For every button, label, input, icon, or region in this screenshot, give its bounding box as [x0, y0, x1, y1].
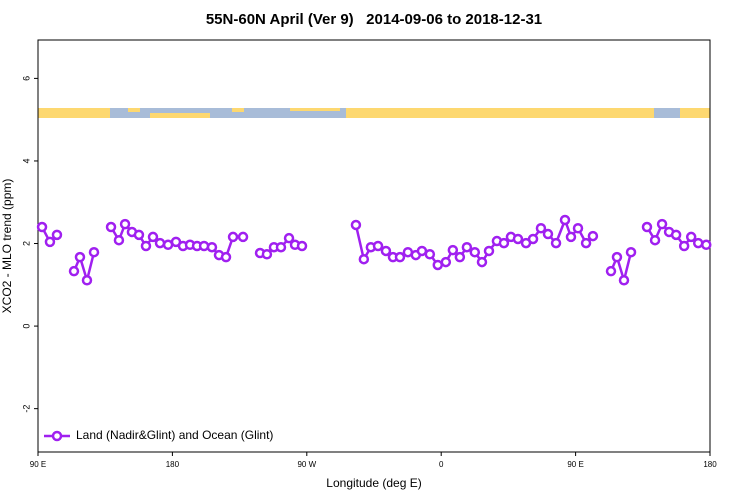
point-marker — [140, 240, 152, 252]
point-marker — [476, 256, 488, 268]
point-marker — [469, 246, 481, 258]
point-marker — [550, 237, 562, 249]
point-marker — [154, 237, 166, 249]
x-tick-label: 90 E — [567, 460, 583, 469]
point-marker — [535, 222, 547, 234]
point-marker — [283, 232, 295, 244]
point-marker — [394, 251, 406, 263]
point-marker — [432, 259, 444, 271]
point-marker — [527, 233, 539, 245]
point-marker — [81, 275, 93, 286]
map-strip — [38, 108, 710, 118]
point-marker — [105, 221, 117, 233]
point-marker — [296, 240, 308, 252]
point-marker — [440, 256, 452, 268]
point-marker — [454, 251, 466, 263]
x-tick-label: 90 E — [30, 460, 46, 469]
point-marker — [74, 251, 86, 263]
point-marker — [649, 234, 661, 246]
point-marker — [572, 222, 584, 234]
point-marker — [68, 265, 80, 277]
point-marker — [51, 229, 63, 241]
point-marker — [605, 265, 617, 277]
legend-label: Land (Nadir&Glint) and Ocean (Glint) — [76, 428, 273, 442]
point-marker — [580, 237, 592, 249]
point-marker — [618, 275, 630, 286]
point-marker — [587, 230, 599, 242]
point-marker — [227, 231, 239, 243]
chart-title: 55N-60N April (Ver 9) 2014-09-06 to 2018… — [206, 11, 542, 28]
point-marker — [261, 249, 273, 260]
legend-marker — [51, 430, 63, 442]
land-band — [346, 108, 366, 118]
point-marker — [113, 234, 125, 246]
point-marker — [678, 240, 690, 252]
point-marker — [498, 237, 510, 249]
point-marker — [88, 246, 100, 258]
point-marker — [133, 229, 145, 241]
point-marker — [701, 239, 712, 251]
point-marker — [611, 251, 623, 263]
point-marker — [424, 249, 436, 260]
land-band — [38, 108, 110, 118]
point-marker — [685, 231, 697, 243]
point-marker — [565, 231, 577, 243]
point-marker — [559, 214, 571, 226]
point-marker — [372, 240, 384, 252]
point-marker — [447, 244, 459, 256]
x-tick-label: 90 W — [297, 460, 316, 469]
land-band — [290, 108, 340, 111]
point-marker — [380, 245, 392, 257]
point-marker — [350, 219, 362, 231]
land-band — [232, 108, 244, 112]
point-marker — [44, 236, 56, 248]
point-marker — [119, 218, 131, 230]
point-marker — [206, 241, 218, 253]
point-marker — [220, 251, 232, 263]
point-marker — [641, 221, 653, 233]
point-marker — [461, 241, 473, 253]
land-band — [150, 113, 210, 118]
legend: Land (Nadir&Glint) and Ocean (Glint) — [44, 428, 273, 442]
x-tick-label: 0 — [439, 460, 444, 469]
point-marker — [275, 241, 287, 253]
y-tick-label: 2 — [21, 241, 31, 246]
point-marker — [198, 240, 210, 252]
y-tick-label: 4 — [21, 158, 31, 163]
x-axis-title: Longitude (deg E) — [326, 476, 421, 490]
point-marker — [542, 228, 554, 240]
point-marker — [147, 231, 159, 243]
point-marker — [512, 233, 524, 245]
x-tick-label: 180 — [166, 460, 180, 469]
point-marker — [670, 229, 682, 241]
point-marker — [656, 218, 668, 230]
point-marker — [358, 253, 370, 265]
point-marker — [483, 245, 495, 257]
land-band — [680, 108, 710, 118]
point-marker — [237, 231, 249, 243]
y-axis-title: XCO2 - MLO trend (ppm) — [0, 179, 14, 314]
land-band — [366, 108, 654, 118]
point-marker — [36, 221, 48, 233]
point-marker — [625, 246, 637, 258]
point-marker — [692, 237, 704, 249]
y-tick-label: 0 — [21, 324, 31, 329]
y-tick-label: 6 — [21, 76, 31, 81]
x-tick-label: 180 — [703, 460, 717, 469]
y-tick-label: -2 — [21, 405, 31, 413]
land-band — [128, 108, 140, 112]
